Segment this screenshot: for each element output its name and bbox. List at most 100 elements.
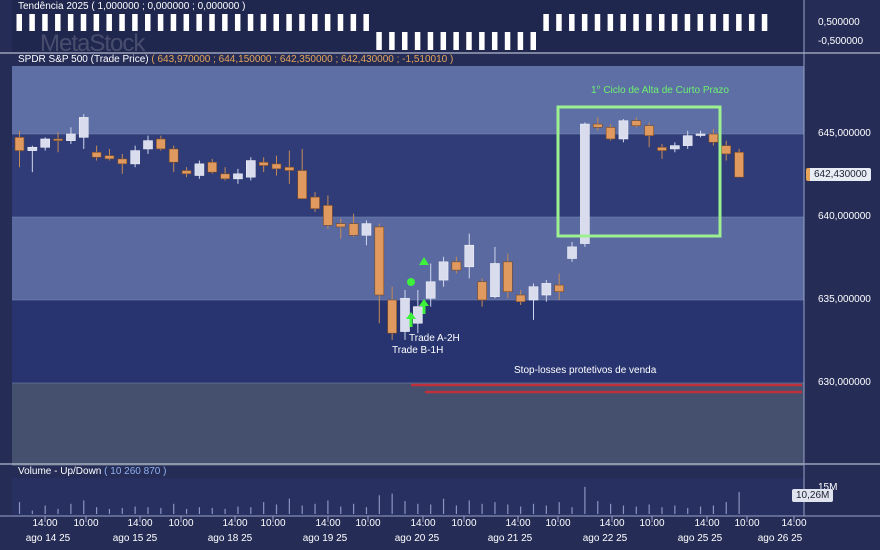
candle-body <box>541 283 552 296</box>
time-axis-label: 14:00 <box>599 518 625 529</box>
date-axis-label: ago 22 25 <box>582 533 628 544</box>
candle <box>27 145 38 173</box>
candle-body <box>721 145 732 155</box>
time-axis-label: 10:00 <box>73 518 99 529</box>
candle <box>644 122 654 148</box>
trend-bar <box>324 14 331 31</box>
trend-bar <box>119 14 125 31</box>
time-axis-label: 10:00 <box>260 518 286 529</box>
trend-bar <box>209 14 215 31</box>
candle-body <box>387 299 397 334</box>
time-axis-label: 10:00 <box>545 518 571 529</box>
candle-body <box>91 151 102 158</box>
candle-body <box>335 223 346 228</box>
time-axis-label: 14:00 <box>315 518 341 529</box>
trend-bar <box>761 14 768 31</box>
time-axis-label: 14:00 <box>222 518 248 529</box>
candle-body <box>348 223 359 236</box>
trend-bar <box>402 32 408 50</box>
candle <box>181 167 192 178</box>
candle <box>734 148 744 178</box>
price-axis-tick-635: 635,000000 <box>818 294 871 305</box>
time-axis-label: 14:00 <box>127 518 153 529</box>
trend-bar <box>748 14 755 31</box>
time-axis-label: 10:00 <box>734 518 760 529</box>
trend-bar <box>196 14 202 31</box>
candle <box>695 130 706 138</box>
candle <box>91 145 102 161</box>
trend-bar <box>312 14 318 31</box>
trend-bar <box>234 14 241 31</box>
candle <box>528 283 539 320</box>
candle-body <box>580 123 590 244</box>
trend-bar <box>594 14 601 31</box>
trend-panel-header: Tendência 2025 ( 1,000000 ; 0,000000 ; 0… <box>18 1 245 12</box>
candle <box>66 127 76 144</box>
candle <box>156 135 166 151</box>
candle-body <box>233 173 243 180</box>
trend-bar <box>145 14 151 31</box>
candle-body <box>451 261 462 271</box>
trend-series <box>12 0 804 52</box>
candle <box>387 286 397 340</box>
candle-body <box>425 281 436 299</box>
candle <box>721 140 732 161</box>
candle <box>490 246 500 299</box>
candle-body <box>194 163 205 176</box>
cycle-annotation: 1° Ciclo de Alta de Curto Prazo <box>591 85 729 96</box>
trend-bar <box>67 14 74 31</box>
price-axis-tick-640: 640,000000 <box>818 211 871 222</box>
date-axis-label: ago 14 25 <box>25 533 71 544</box>
trend-bar <box>42 14 48 31</box>
trend-bar <box>453 32 459 50</box>
candle <box>194 160 205 179</box>
candle-body <box>502 261 513 293</box>
candle <box>618 119 629 143</box>
candle <box>682 130 693 149</box>
trend-bar <box>286 14 292 31</box>
price-axis-tick-630: 630,000000 <box>818 377 871 388</box>
candle <box>207 158 218 174</box>
trend-bar <box>389 32 395 50</box>
price-band-4 <box>12 383 804 466</box>
time-axis-label: 14:00 <box>694 518 720 529</box>
volume-panel-header: Volume - Up/Down ( 10 260 870 ) <box>18 466 166 477</box>
candle-body <box>246 160 256 178</box>
time-axis-label: 10:00 <box>355 518 381 529</box>
trend-bar <box>376 32 382 50</box>
candle <box>670 142 680 153</box>
candle <box>592 117 603 131</box>
candle <box>220 167 230 181</box>
candle-body <box>168 148 179 163</box>
trend-axis-tick-low: -0,500000 <box>818 36 864 47</box>
trend-bar <box>607 14 614 31</box>
trend-bar <box>504 32 511 50</box>
stop-loss-annotation: Stop-losses protetivos de venda <box>514 365 657 376</box>
candle <box>451 256 462 274</box>
current-price-tag: 642,430000 <box>806 168 871 181</box>
trend-bar <box>260 14 267 31</box>
candle-body <box>554 284 565 292</box>
volume-panel-count: ( 10 260 870 ) <box>104 466 167 477</box>
trend-bar <box>646 14 652 31</box>
candle <box>554 273 565 300</box>
candle <box>14 130 25 168</box>
candle-body <box>220 173 230 180</box>
candle-body <box>708 133 719 143</box>
candle-body <box>657 146 667 151</box>
trend-panel-values: ( 1,000000 ; 0,000000 ; 0,000000 ) <box>91 1 246 12</box>
candle <box>361 220 372 246</box>
trend-panel-title: Tendência 2025 <box>18 1 89 12</box>
candle-body <box>670 145 680 150</box>
candle <box>323 195 333 229</box>
candle-body <box>143 140 153 150</box>
candle-body <box>181 170 192 175</box>
time-axis-label: 10:00 <box>451 518 477 529</box>
candle <box>104 148 115 161</box>
candle-body <box>528 286 539 301</box>
trend-bar <box>710 14 716 31</box>
candle <box>143 135 153 154</box>
candle <box>580 122 590 247</box>
candle-body <box>258 161 269 166</box>
